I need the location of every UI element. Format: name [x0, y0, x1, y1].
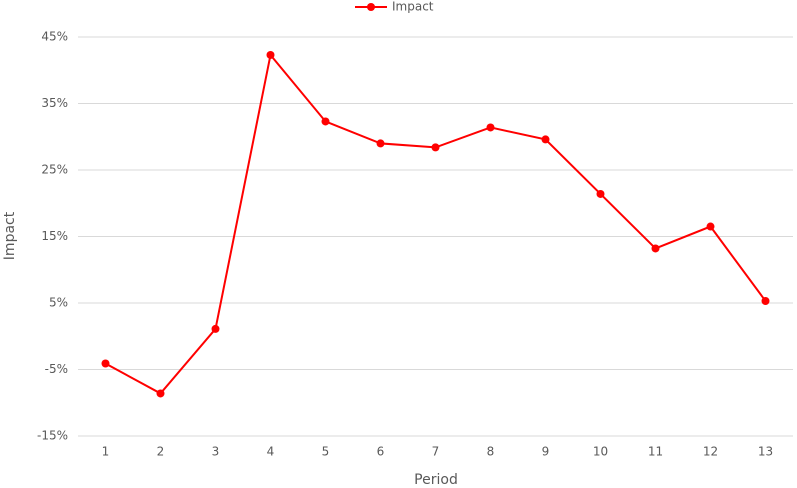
y-tick-label: -15% [37, 429, 68, 443]
x-tick-label: 6 [377, 445, 385, 459]
data-point [101, 359, 110, 368]
y-tick-label: 45% [41, 30, 68, 44]
data-point [376, 139, 385, 148]
y-tick-label: -5% [45, 362, 68, 376]
data-point [486, 123, 495, 132]
data-point [761, 297, 770, 306]
x-tick-label: 2 [157, 445, 165, 459]
series-line [105, 52, 767, 395]
data-point [321, 117, 330, 126]
data-point [431, 143, 440, 152]
x-axis-title: Period [414, 472, 458, 488]
x-tick-label: 10 [593, 445, 608, 459]
x-tick-label: 13 [758, 445, 773, 459]
data-point [266, 50, 275, 59]
y-axis-title: Impact [2, 211, 18, 260]
x-tick-label: 4 [267, 445, 275, 459]
y-tick-label: 35% [41, 96, 68, 110]
x-tick-label: 8 [487, 445, 495, 459]
legend-marker [367, 3, 375, 11]
x-tick-label: 12 [703, 445, 718, 459]
x-tick-label: 1 [102, 445, 110, 459]
x-tick-label: 9 [542, 445, 550, 459]
data-point [211, 324, 220, 333]
x-tick-label: 5 [322, 445, 330, 459]
data-point [706, 222, 715, 231]
data-point [596, 189, 605, 198]
data-point [541, 135, 550, 144]
legend-label: Impact [392, 0, 434, 14]
y-tick-label: 25% [41, 163, 68, 177]
x-tick-label: 3 [212, 445, 220, 459]
data-point [156, 389, 165, 398]
x-tick-label: 11 [648, 445, 663, 459]
data-point [651, 244, 660, 253]
x-tick-label: 7 [432, 445, 440, 459]
y-tick-label: 15% [41, 229, 68, 243]
y-tick-label: 5% [49, 296, 68, 310]
